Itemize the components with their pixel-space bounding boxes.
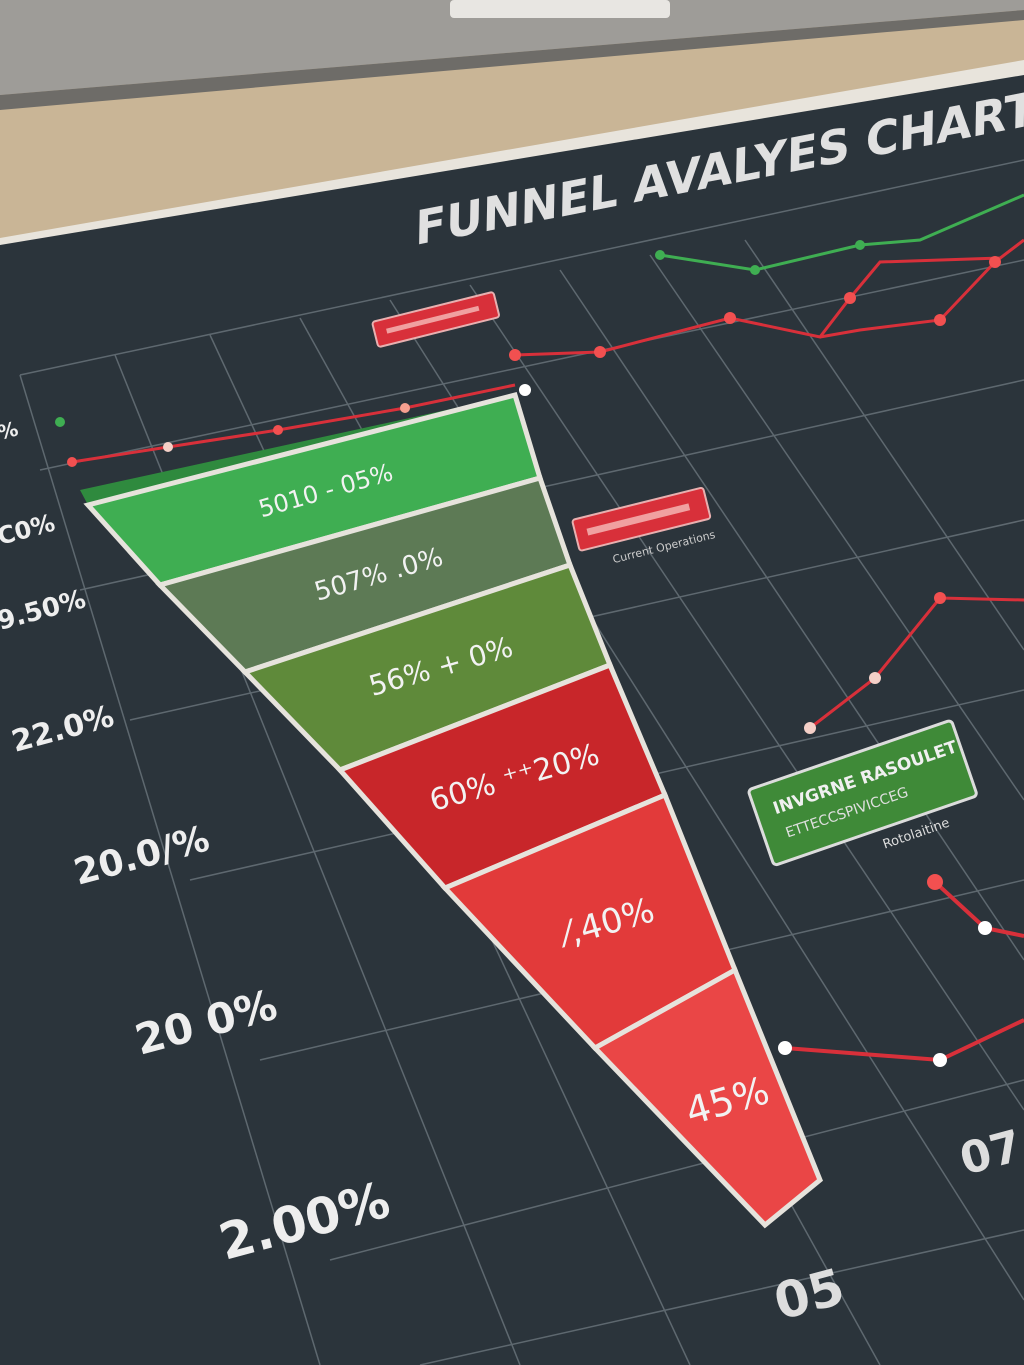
grid-line [744,239,1024,651]
grid-line [559,269,1024,961]
red-series-line-right [809,596,1024,730]
grid-line [19,159,1024,376]
grid-line [469,284,1024,1111]
laptop-hinge [450,0,670,18]
laptop-edge [0,0,1024,95]
grid-line [419,1229,1024,1365]
y-tick-label: % [0,416,21,444]
grid-line [329,1079,1024,1261]
red-callout-top [371,291,500,348]
laptop-shadow [0,10,1024,110]
series-markers [55,240,1001,1067]
grid-line [39,259,1024,471]
funnel: 5010 - 05%507% .0%56% + 0%60% ⁺⁺20%⁄,40%… [83,391,824,1229]
grid-line [19,374,321,1365]
funnel-stage [590,966,824,1229]
grid-line [649,254,1024,801]
